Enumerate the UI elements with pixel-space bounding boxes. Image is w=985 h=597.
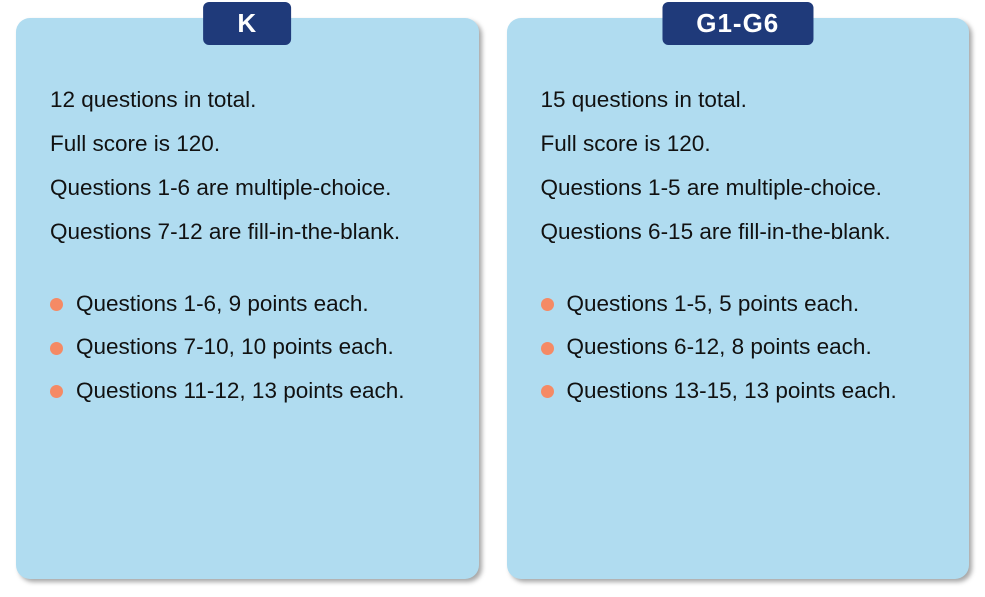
intro-line: 12 questions in total.: [50, 78, 445, 122]
intro-line: Questions 1-6 are multiple-choice.: [50, 166, 445, 210]
card-g1g6: G1-G6 15 questions in total. Full score …: [507, 18, 970, 579]
intro-line: 15 questions in total.: [541, 78, 936, 122]
intro-line: Questions 6-15 are fill-in-the-blank.: [541, 210, 936, 254]
points-item: Questions 7-10, 10 points each.: [50, 325, 445, 369]
points-item: Questions 13-15, 13 points each.: [541, 369, 936, 413]
intro-line: Full score is 120.: [541, 122, 936, 166]
intro-line: Full score is 120.: [50, 122, 445, 166]
points-item: Questions 1-6, 9 points each.: [50, 282, 445, 326]
points-item: Questions 11-12, 13 points each.: [50, 369, 445, 413]
intro-line: Questions 7-12 are fill-in-the-blank.: [50, 210, 445, 254]
points-item: Questions 6-12, 8 points each.: [541, 325, 936, 369]
intro-k: 12 questions in total. Full score is 120…: [50, 78, 445, 254]
badge-k: K: [203, 2, 291, 45]
points-item: Questions 1-5, 5 points each.: [541, 282, 936, 326]
intro-g1g6: 15 questions in total. Full score is 120…: [541, 78, 936, 254]
points-list-k: Questions 1-6, 9 points each. Questions …: [50, 282, 445, 414]
intro-line: Questions 1-5 are multiple-choice.: [541, 166, 936, 210]
badge-g1g6: G1-G6: [662, 2, 813, 45]
points-list-g1g6: Questions 1-5, 5 points each. Questions …: [541, 282, 936, 414]
card-k: K 12 questions in total. Full score is 1…: [16, 18, 479, 579]
